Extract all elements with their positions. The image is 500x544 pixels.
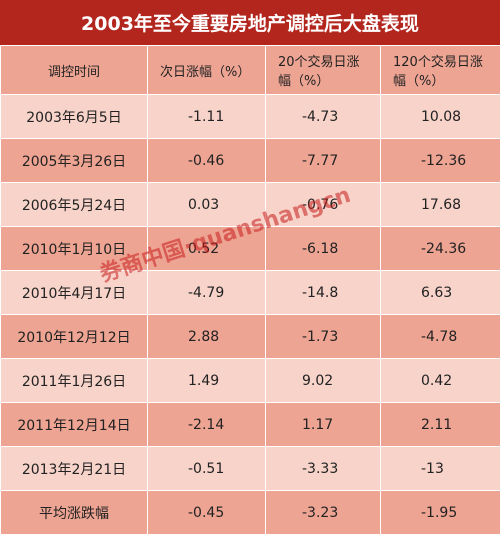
header-cell: 次日涨幅（%） (147, 45, 266, 95)
header-row: 调控时间 次日涨幅（%） 20个交易日涨幅（%） 120个交易日涨幅（%） (0, 45, 500, 95)
table-cell: -3.33 (265, 446, 381, 491)
table-cell: 1.17 (265, 402, 381, 447)
table-cell: 2013年2月21日 (0, 446, 148, 491)
table-cell: -0.51 (147, 446, 266, 491)
table-cell: 0.52 (147, 226, 266, 271)
table-cell: -6.18 (265, 226, 381, 271)
table-row: 2006年5月24日 0.03 -0.76 17.68 (0, 182, 500, 227)
table-cell: 2011年12月14日 (0, 402, 148, 447)
table-row: 2003年6月5日 -1.11 -4.73 10.08 (0, 94, 500, 139)
table-cell: 10.08 (380, 94, 500, 139)
table-cell: 1.49 (147, 358, 266, 403)
data-table: 调控时间 次日涨幅（%） 20个交易日涨幅（%） 120个交易日涨幅（%） 2003年6… (0, 45, 500, 535)
table-cell: -1.73 (265, 314, 381, 359)
table-cell: 2005年3月26日 (0, 138, 148, 183)
header-cell: 20个交易日涨幅（%） (265, 45, 381, 95)
table-cell: -4.78 (380, 314, 500, 359)
table-cell: -7.77 (265, 138, 381, 183)
table-cell: 2010年12月12日 (0, 314, 148, 359)
table-row: 2005年3月26日 -0.46 -7.77 -12.36 (0, 138, 500, 183)
table-row: 2010年12月12日 2.88 -1.73 -4.78 (0, 314, 500, 359)
table-cell: 17.68 (380, 182, 500, 227)
table-row: 2011年12月14日 -2.14 1.17 2.11 (0, 402, 500, 447)
table-cell: 2010年1月10日 (0, 226, 148, 271)
table-cell: 平均涨跌幅 (0, 490, 148, 535)
table-cell: 2010年4月17日 (0, 270, 148, 315)
table-title: 2003年至今重要房地产调控后大盘表现 (0, 0, 500, 45)
header-cell: 调控时间 (0, 45, 148, 95)
table-cell: 6.63 (380, 270, 500, 315)
table-cell: 9.02 (265, 358, 381, 403)
table-cell: -2.14 (147, 402, 266, 447)
table-cell: -12.36 (380, 138, 500, 183)
header-cell: 120个交易日涨幅（%） (380, 45, 500, 95)
table-cell: -4.73 (265, 94, 381, 139)
table-row: 平均涨跌幅 -0.45 -3.23 -1.95 (0, 490, 500, 535)
table-cell: 2003年6月5日 (0, 94, 148, 139)
table-cell: 2006年5月24日 (0, 182, 148, 227)
table-row: 2013年2月21日 -0.51 -3.33 -13 (0, 446, 500, 491)
table-cell: -4.79 (147, 270, 266, 315)
table-cell: 2.88 (147, 314, 266, 359)
table-row: 2010年1月10日 0.52 -6.18 -24.36 (0, 226, 500, 271)
table-cell: -3.23 (265, 490, 381, 535)
table-row: 2010年4月17日 -4.79 -14.8 6.63 (0, 270, 500, 315)
table-cell: -0.46 (147, 138, 266, 183)
table-cell: -1.11 (147, 94, 266, 139)
table-cell: -1.95 (380, 490, 500, 535)
table-cell: -13 (380, 446, 500, 491)
table-cell: 2.11 (380, 402, 500, 447)
table-cell: -0.45 (147, 490, 266, 535)
table-cell: -24.36 (380, 226, 500, 271)
table-cell: 2011年1月26日 (0, 358, 148, 403)
table-row: 2011年1月26日 1.49 9.02 0.42 (0, 358, 500, 403)
table-cell: 0.42 (380, 358, 500, 403)
table-cell: -14.8 (265, 270, 381, 315)
